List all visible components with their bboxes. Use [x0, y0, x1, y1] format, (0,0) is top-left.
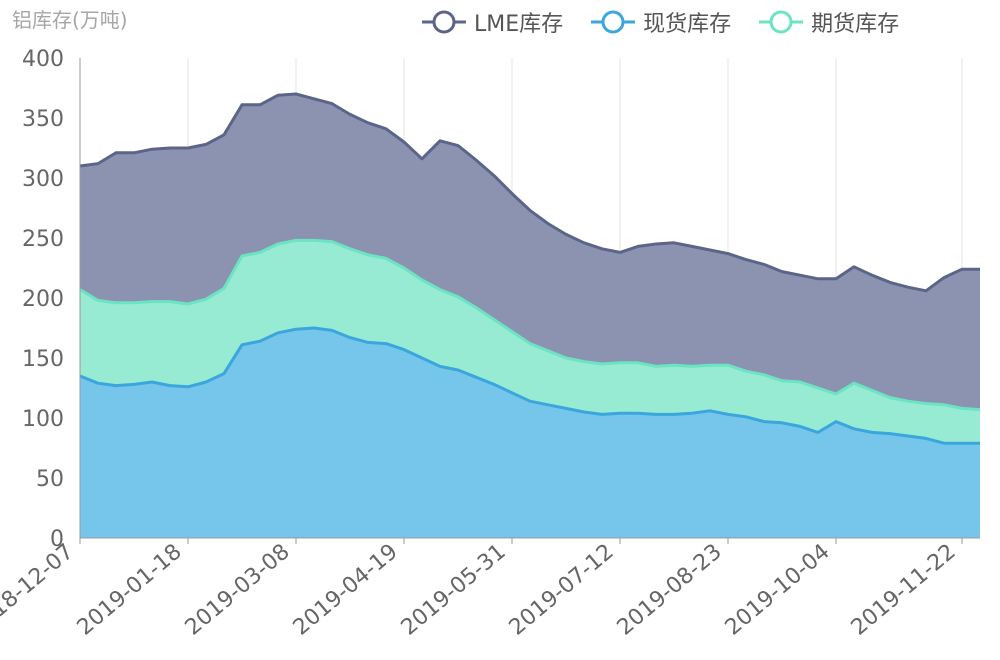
x-tick-label-8: 2019-11-22 [847, 539, 961, 640]
axes [79, 58, 980, 539]
legend-item-lme[interactable]: LME库存 [420, 6, 563, 38]
legend-label-futures: 期货库存 [811, 12, 900, 37]
x-tick-label-3: 2019-04-19 [289, 539, 403, 640]
y-tick-label-2: 100 [22, 407, 64, 432]
x-tick-label-7: 2019-10-04 [721, 539, 835, 640]
x-tick-label-6: 2019-08-23 [613, 539, 727, 640]
legend: LME库存 现货库存 期货库存 [420, 6, 899, 38]
y-tick-labels: 0 50 100 150 200 250 300 350 400 [22, 47, 64, 552]
series-line-1 [79, 238, 981, 412]
y-tick-label-4: 200 [22, 287, 64, 312]
legend-label-lme: LME库存 [474, 12, 564, 37]
x-tick-label-1: 2019-01-18 [73, 539, 187, 640]
legend-swatch-spot-icon [591, 10, 636, 34]
y-tick-label-5: 250 [22, 227, 64, 252]
y-tick-label-0: 0 [50, 527, 64, 552]
x-tick-labels: 2018-12-072019-01-182019-03-082019-04-19… [0, 538, 963, 641]
y-tick-label-8: 400 [22, 47, 64, 72]
series-areas [79, 92, 981, 538]
legend-item-spot[interactable]: 现货库存 [589, 6, 731, 38]
x-tick-label-2: 2019-03-08 [181, 539, 295, 640]
legend-swatch-lme-icon [422, 10, 466, 34]
y-axis-title: 铝库存(万吨) [12, 8, 128, 32]
x-tick-label-4: 2019-05-31 [397, 539, 511, 640]
legend-item-futures[interactable]: 期货库存 [757, 6, 899, 38]
legend-label-spot: 现货库存 [643, 12, 732, 37]
y-tick-label-7: 350 [22, 107, 64, 132]
y-tick-label-1: 50 [36, 467, 64, 492]
series-line-0 [79, 92, 980, 293]
y-tick-label-6: 300 [22, 167, 64, 192]
y-tick-label-3: 150 [22, 347, 64, 372]
legend-swatch-futures-icon [759, 10, 804, 34]
series-line-2 [79, 326, 980, 445]
x-tick-label-0: 2018-12-07 [0, 539, 79, 640]
series-area-2 [80, 328, 980, 538]
x-tick-label-5: 2019-07-12 [505, 539, 619, 640]
